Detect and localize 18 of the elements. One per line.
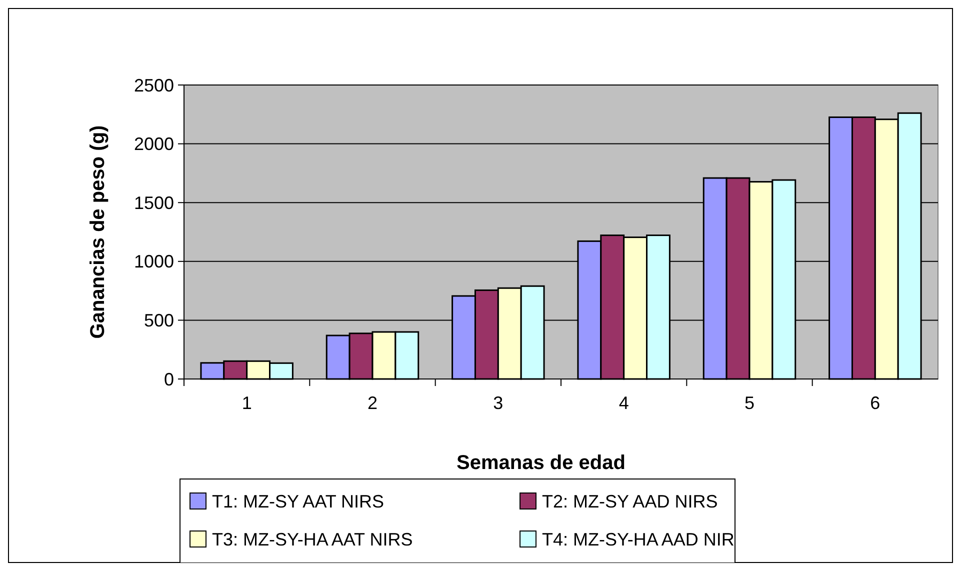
y-tick-label: 2000 xyxy=(134,134,174,154)
y-tick-label: 1500 xyxy=(134,192,174,213)
y-tick-label: 1000 xyxy=(134,252,174,272)
legend-label: T4: MZ-SY-HA AAD NIR xyxy=(542,529,734,550)
x-tick-label: 2 xyxy=(367,393,378,413)
legend-label: T2: MZ-SY AAD NIRS xyxy=(542,491,718,512)
x-tick-label: 1 xyxy=(242,393,252,413)
x-tick-label: 6 xyxy=(870,393,880,413)
legend-label: T3: MZ-SY-HA AAT NIRS xyxy=(212,529,413,550)
y-axis-title: Ganancias de peso (g) xyxy=(87,125,109,339)
x-tick-label: 3 xyxy=(493,393,504,413)
x-axis-title: Semanas de edad xyxy=(456,452,626,474)
x-tick-label: 4 xyxy=(618,393,629,413)
y-tick-label: 0 xyxy=(164,369,174,390)
y-tick-label: 500 xyxy=(144,310,174,330)
x-tick-label: 5 xyxy=(744,393,755,413)
y-tick-label: 2500 xyxy=(134,75,174,96)
legend-label: T1: MZ-SY AAT NIRS xyxy=(212,491,384,512)
